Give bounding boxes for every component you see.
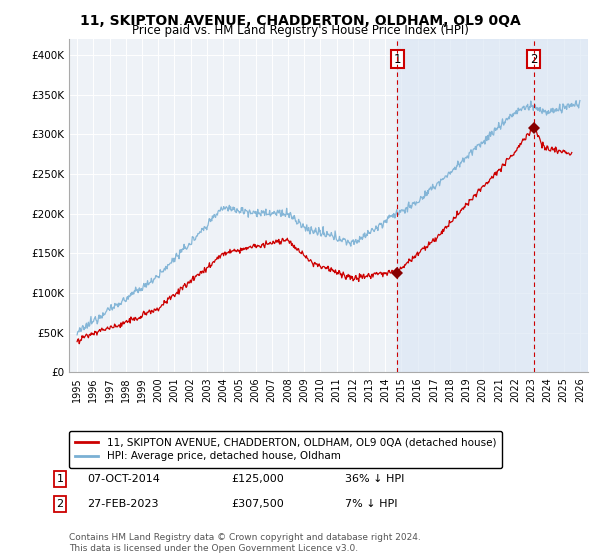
Text: £307,500: £307,500 bbox=[231, 499, 284, 509]
Text: 11, SKIPTON AVENUE, CHADDERTON, OLDHAM, OL9 0QA: 11, SKIPTON AVENUE, CHADDERTON, OLDHAM, … bbox=[80, 14, 520, 28]
Bar bbox=[397, 39, 588, 372]
Text: Contains HM Land Registry data © Crown copyright and database right 2024.
This d: Contains HM Land Registry data © Crown c… bbox=[69, 533, 421, 553]
Text: 7% ↓ HPI: 7% ↓ HPI bbox=[345, 499, 398, 509]
Text: Price paid vs. HM Land Registry's House Price Index (HPI): Price paid vs. HM Land Registry's House … bbox=[131, 24, 469, 36]
Text: 1: 1 bbox=[394, 53, 401, 66]
Text: 1: 1 bbox=[56, 474, 64, 484]
Text: 2: 2 bbox=[56, 499, 64, 509]
Text: 27-FEB-2023: 27-FEB-2023 bbox=[87, 499, 158, 509]
Text: 36% ↓ HPI: 36% ↓ HPI bbox=[345, 474, 404, 484]
Text: 07-OCT-2014: 07-OCT-2014 bbox=[87, 474, 160, 484]
Text: 2: 2 bbox=[530, 53, 538, 66]
Legend: 11, SKIPTON AVENUE, CHADDERTON, OLDHAM, OL9 0QA (detached house), HPI: Average p: 11, SKIPTON AVENUE, CHADDERTON, OLDHAM, … bbox=[69, 431, 502, 468]
Text: £125,000: £125,000 bbox=[231, 474, 284, 484]
